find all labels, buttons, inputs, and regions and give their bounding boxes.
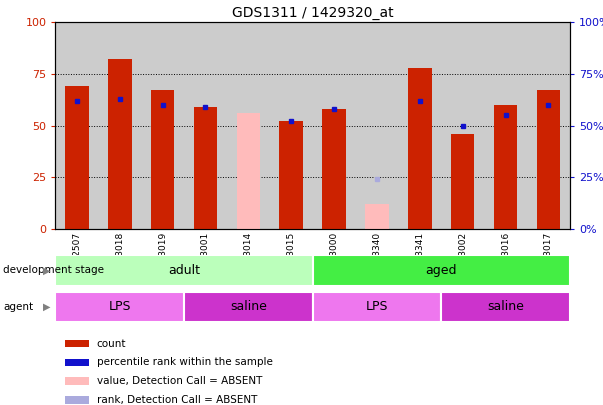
Bar <box>408 68 432 229</box>
Bar <box>65 377 89 385</box>
Text: LPS: LPS <box>365 300 388 313</box>
Text: value, Detection Call = ABSENT: value, Detection Call = ABSENT <box>96 376 262 386</box>
Bar <box>65 86 89 229</box>
Bar <box>441 22 484 229</box>
Bar <box>356 22 399 229</box>
Bar <box>365 204 389 229</box>
Bar <box>151 90 174 229</box>
Bar <box>184 22 227 229</box>
Bar <box>527 22 570 229</box>
Text: development stage: development stage <box>3 265 104 275</box>
Text: adult: adult <box>168 264 200 277</box>
Bar <box>65 340 89 347</box>
Bar <box>270 22 312 229</box>
Text: aged: aged <box>426 264 457 277</box>
Bar <box>537 90 560 229</box>
Bar <box>494 105 517 229</box>
Bar <box>322 109 346 229</box>
Bar <box>399 22 441 229</box>
Text: agent: agent <box>3 302 33 312</box>
Bar <box>55 22 98 229</box>
Bar <box>236 113 260 229</box>
Bar <box>141 22 184 229</box>
Text: percentile rank within the sample: percentile rank within the sample <box>96 357 273 367</box>
Bar <box>279 122 303 229</box>
Bar <box>451 134 475 229</box>
Bar <box>312 255 570 286</box>
Bar <box>55 292 184 322</box>
Bar <box>227 22 270 229</box>
Bar <box>184 292 312 322</box>
Bar <box>312 292 441 322</box>
Text: ▶: ▶ <box>43 302 50 312</box>
Bar <box>55 255 312 286</box>
Bar <box>312 22 356 229</box>
Text: rank, Detection Call = ABSENT: rank, Detection Call = ABSENT <box>96 395 257 405</box>
Bar <box>194 107 217 229</box>
Text: count: count <box>96 339 126 349</box>
Text: LPS: LPS <box>109 300 131 313</box>
Bar <box>484 22 527 229</box>
Text: ▶: ▶ <box>43 265 50 275</box>
Bar <box>108 60 131 229</box>
Bar <box>441 292 570 322</box>
Bar <box>65 396 89 403</box>
Title: GDS1311 / 1429320_at: GDS1311 / 1429320_at <box>232 6 394 20</box>
Bar <box>65 358 89 366</box>
Bar <box>98 22 141 229</box>
Text: saline: saline <box>230 300 267 313</box>
Text: saline: saline <box>487 300 524 313</box>
